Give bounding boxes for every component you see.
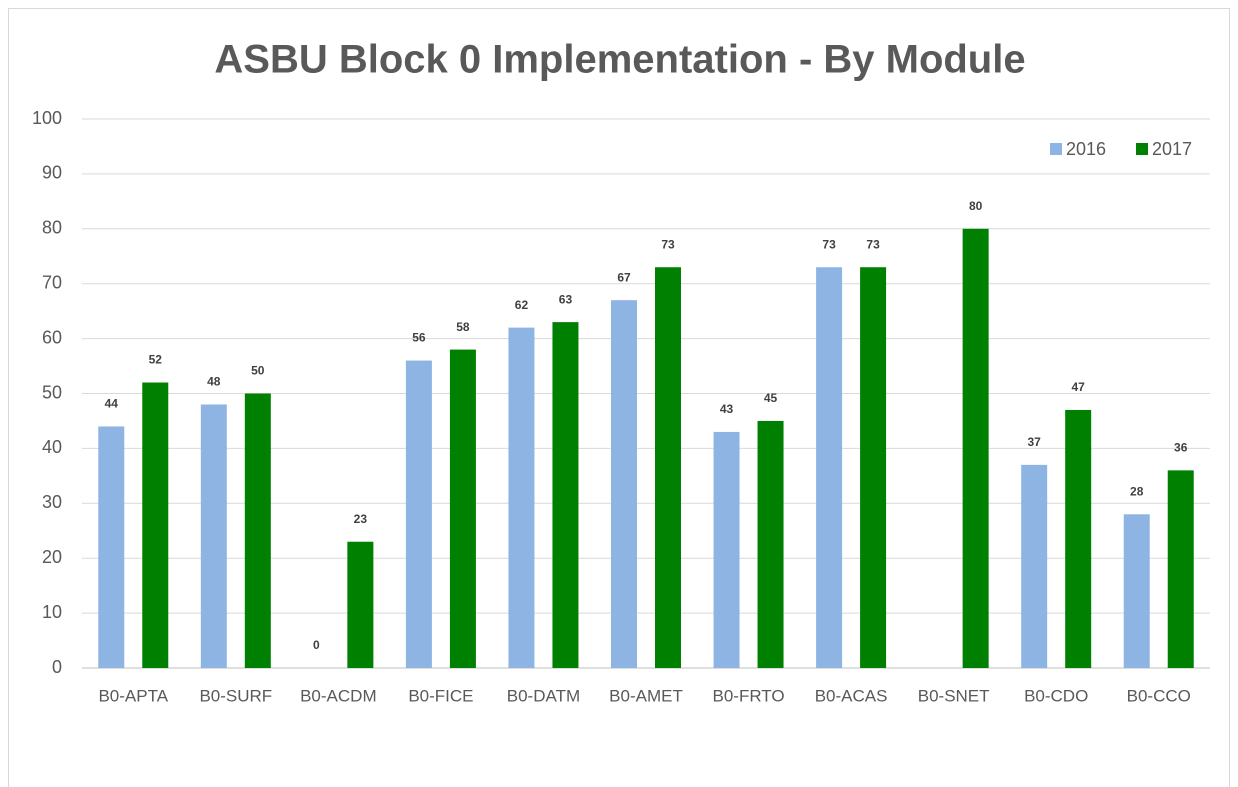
value-label: 73 [822,237,836,251]
bar [508,327,535,668]
value-label: 48 [207,375,221,389]
bar [962,228,989,669]
value-label: 80 [969,199,983,213]
value-label: 23 [354,512,368,526]
y-tick-label: 100 [32,108,62,128]
x-tick-label: B0-ACAS [815,686,888,705]
bar [244,393,271,668]
bar [405,360,432,668]
bar [552,322,579,668]
value-label: 50 [251,364,265,378]
x-tick-label: B0-FICE [408,686,473,705]
bar [98,426,125,668]
value-label: 73 [866,237,880,251]
value-label: 67 [617,270,631,284]
x-tick-label: B0-AMET [609,686,683,705]
bar [611,300,637,668]
value-label: 47 [1072,380,1086,394]
y-tick-label: 50 [42,382,62,402]
legend-label: 2016 [1066,139,1106,159]
y-tick-label: 70 [42,272,62,292]
x-tick-label: B0-SNET [918,686,990,705]
value-label: 37 [1028,435,1042,449]
value-label: 62 [515,298,529,312]
x-tick-label: B0-SURF [199,686,272,705]
value-label: 28 [1130,484,1144,498]
bar [1123,514,1150,668]
y-tick-label: 30 [42,492,62,512]
legend-swatch [1050,143,1062,155]
value-label: 36 [1174,441,1188,455]
bar [449,349,476,668]
value-label: 44 [105,397,119,411]
x-tick-label: B0-CDO [1024,686,1088,705]
bar [200,404,227,668]
bar [860,267,887,668]
chart-title: ASBU Block 0 Implementation - By Module [214,38,1025,82]
y-tick-label: 0 [52,657,62,677]
bar [1167,470,1194,668]
x-tick-label: B0-DATM [507,686,580,705]
value-label: 43 [720,402,734,416]
bar [1065,409,1092,668]
bar [713,431,740,668]
value-label: 52 [149,353,163,367]
y-tick-label: 10 [42,602,62,622]
y-tick-label: 20 [42,547,62,567]
y-tick-label: 40 [42,437,62,457]
value-label: 56 [412,331,426,345]
bar [1021,464,1048,668]
legend-swatch [1136,143,1148,155]
bar [142,382,169,668]
value-label: 73 [661,237,675,251]
y-tick-label: 80 [42,218,62,238]
bar [347,541,374,668]
x-tick-label: B0-FRTO [712,686,784,705]
y-tick-label: 60 [42,327,62,347]
bar [816,267,843,668]
legend-label: 2017 [1152,139,1192,159]
value-label: 58 [456,320,470,334]
x-tick-label: B0-ACDM [300,686,377,705]
bar [655,267,681,668]
value-label: 45 [764,391,778,405]
x-tick-label: B0-APTA [98,686,168,705]
x-tick-label: B0-CCO [1127,686,1191,705]
y-tick-label: 90 [42,163,62,183]
value-label: 0 [313,638,320,652]
bar [757,420,784,668]
value-label: 63 [559,292,573,306]
